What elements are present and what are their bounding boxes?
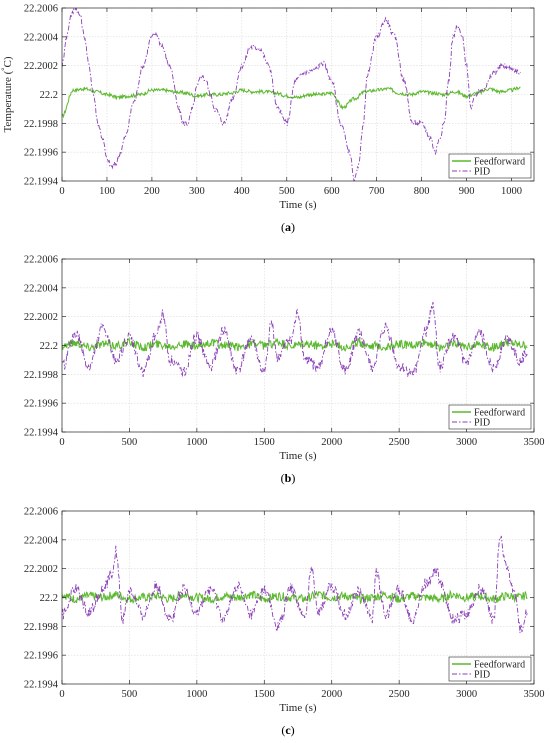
y-axis-label-main: Temperature (	[2, 70, 14, 132]
caption-letter: b	[285, 471, 292, 485]
x-tick-label: 3000	[456, 689, 477, 700]
caption-close-paren: )	[291, 723, 295, 737]
x-axis-label: Time (s)	[279, 450, 317, 462]
degree-sign: °	[0, 67, 9, 70]
x-tick-label: 1000	[186, 689, 207, 700]
x-tick-label: 1000	[186, 437, 207, 448]
y-tick-label: 22.2	[40, 593, 58, 604]
y-tick-label: 22.2006	[24, 255, 58, 266]
y-tick-label: 22.2004	[24, 283, 59, 294]
panel-caption: (a)	[281, 220, 295, 234]
y-tick-label: 22.2006	[24, 4, 58, 15]
x-tick-label: 700	[369, 186, 385, 197]
legend-box	[448, 153, 532, 179]
chart-panel-a: 0 100 200 300 400 500 600 700 800 900 1000 22.1994 2…	[0, 4, 535, 234]
x-tick-label: 2000	[321, 689, 342, 700]
y-axis-label-unit: C)	[2, 56, 14, 67]
legend-box	[448, 404, 532, 430]
x-tick-label: 500	[279, 186, 295, 197]
x-tick-label: 1500	[254, 437, 275, 448]
x-tick-label: 1000	[501, 186, 522, 197]
x-axis-label: Time (s)	[279, 199, 317, 211]
y-tick-label: 22.2004	[24, 535, 59, 546]
x-tick-label: 3000	[456, 437, 477, 448]
series-line-pid	[62, 301, 528, 377]
legend-label-pid: PID	[474, 167, 490, 178]
x-tick-label: 300	[189, 186, 205, 197]
x-axis-label: Time (s)	[279, 702, 317, 714]
x-tick-label: 3500	[524, 437, 545, 448]
series-line-pid	[62, 8, 521, 181]
legend-label-feedforward: Feedforward	[474, 408, 525, 419]
panel-caption: (c)	[281, 723, 294, 737]
series-line-feedforward	[62, 86, 521, 119]
y-tick-label: 22.2006	[24, 507, 58, 518]
y-tick-label: 22.1994	[24, 428, 59, 439]
series-line-pid	[62, 535, 528, 633]
x-tick-label: 2500	[389, 437, 410, 448]
panel-caption: (b)	[281, 471, 296, 485]
legend-box	[448, 656, 532, 682]
legend-label-pid: PID	[474, 418, 490, 429]
series-line-feedforward	[62, 589, 528, 605]
chart-panel-c: 0 500 1000 1500 2000 2500 3000 3500 22.1994 22.19…	[24, 507, 545, 738]
x-tick-label: 600	[324, 186, 340, 197]
y-tick-label: 22.1998	[24, 622, 58, 633]
caption-open-paren: (	[281, 723, 285, 737]
caption-open-paren: (	[281, 471, 285, 485]
y-tick-label: 22.1996	[24, 148, 58, 159]
x-tick-label: 3500	[524, 689, 545, 700]
y-tick-label: 22.2002	[24, 564, 58, 575]
y-tick-label: 22.2	[40, 341, 58, 352]
y-tick-label: 22.1998	[24, 119, 58, 130]
legend-label-feedforward: Feedforward	[474, 660, 525, 671]
y-tick-label: 22.1996	[24, 399, 58, 410]
legend-label-pid: PID	[474, 670, 490, 681]
y-tick-label: 22.2	[40, 90, 58, 101]
y-tick-label: 22.2004	[24, 32, 59, 43]
x-tick-label: 500	[122, 689, 138, 700]
x-tick-label: 1500	[254, 689, 275, 700]
caption-letter: a	[285, 220, 291, 234]
y-tick-label: 22.1994	[24, 177, 59, 188]
y-tick-label: 22.2002	[24, 312, 58, 323]
x-tick-label: 0	[59, 689, 64, 700]
x-tick-label: 500	[122, 437, 138, 448]
caption-close-paren: )	[291, 471, 295, 485]
legend-label-feedforward: Feedforward	[474, 157, 525, 168]
x-tick-label: 0	[59, 437, 64, 448]
caption-close-paren: )	[291, 220, 295, 234]
x-tick-label: 900	[459, 186, 475, 197]
y-tick-label: 22.1994	[24, 680, 59, 691]
x-tick-label: 100	[99, 186, 115, 197]
y-tick-label: 22.2002	[24, 61, 58, 72]
y-tick-label: 22.1996	[24, 651, 58, 662]
x-tick-label: 2000	[321, 437, 342, 448]
y-axis-label: Temperature (°C)	[0, 56, 14, 132]
chart-panel-b: 0 500 1000 1500 2000 2500 3000 3500 22.1994 22.19…	[24, 255, 545, 486]
x-tick-label: 200	[144, 186, 160, 197]
x-tick-label: 0	[59, 186, 64, 197]
y-tick-label: 22.1998	[24, 370, 58, 381]
x-tick-label: 800	[414, 186, 430, 197]
x-tick-label: 2500	[389, 689, 410, 700]
caption-open-paren: (	[281, 220, 285, 234]
caption-letter: c	[285, 723, 291, 737]
x-tick-label: 400	[234, 186, 250, 197]
